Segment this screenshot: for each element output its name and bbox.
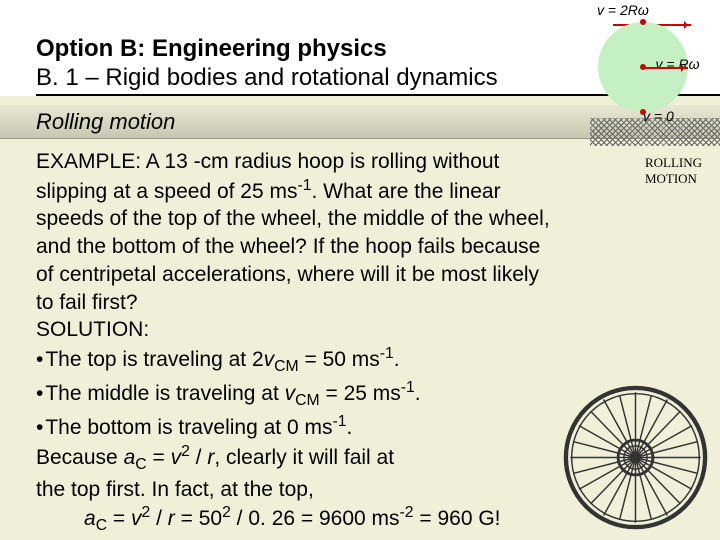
- spoke-wheel-illustration: [563, 385, 708, 530]
- velocity-mid-label: v = Rω: [656, 56, 700, 72]
- dot-top: [640, 19, 646, 25]
- example-line-5: of centripetal accelerations, where will…: [36, 261, 686, 289]
- solution-label: SOLUTION:: [36, 316, 686, 344]
- example-line-6: to fail first?: [36, 289, 686, 317]
- example-line-3: speeds of the top of the wheel, the midd…: [36, 205, 686, 233]
- velocity-top-label: v = 2Rω: [597, 2, 649, 18]
- rolling-circle-diagram: v = 2Rω v = Rω v = 0: [585, 0, 700, 112]
- example-line-2: slipping at a speed of 25 ms-1. What are…: [36, 176, 686, 206]
- example-line-4: and the bottom of the wheel? If the hoop…: [36, 233, 686, 261]
- arrow-mid: [644, 67, 688, 69]
- bullet-top: The top is traveling at 2vCM = 50 ms-1.: [36, 344, 686, 378]
- example-line-1: EXAMPLE: A 13 -cm radius hoop is rolling…: [36, 148, 686, 176]
- velocity-bottom-label: v = 0: [643, 108, 674, 124]
